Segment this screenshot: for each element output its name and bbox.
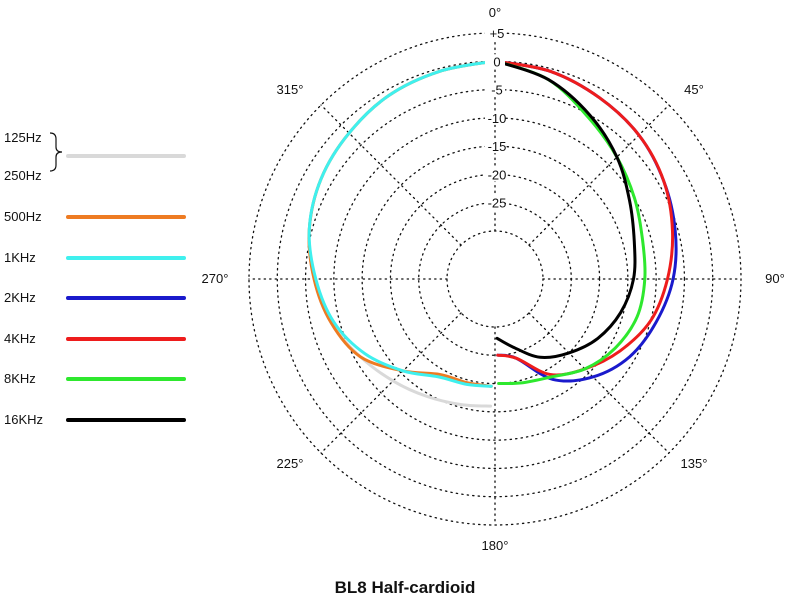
radial-label-bg [485,82,505,97]
radial-label: -5 [491,83,503,98]
radial-label: -10 [488,111,507,126]
angle-label: 0° [489,5,501,20]
legend-item-4khz: 4KHz [0,329,200,349]
chart-title: BL8 Half-cardioid [334,578,476,597]
radial-label-bg [485,195,505,210]
legend-line [66,256,186,260]
radial-label: -15 [488,139,507,154]
angle-label: 225° [277,456,304,471]
angle-label: 90° [765,271,785,286]
legend-label-125hz: 125Hz [4,130,42,145]
legend: 125Hz 250Hz 500Hz 1KHz 2KHz 4KHz 8KHz 16… [0,120,200,440]
radial-label: -20 [488,167,507,182]
grid-spoke [320,312,462,454]
series-16khz [495,59,637,360]
legend-line [66,296,186,300]
angle-labels: 0° 45° 90° 135° 180° 225° 270° 315° [202,5,785,553]
radial-label: 0 [493,54,500,69]
legend-item-8khz: 8KHz [0,369,200,389]
radial-label: -25 [488,196,507,211]
legend-label: 8KHz [4,371,36,386]
radial-label-bg [485,110,505,125]
legend-item-1khz: 1KHz [0,248,200,268]
legend-line [66,377,186,381]
radial-label-bg [485,139,505,154]
series-500hz [307,59,495,388]
legend-label: 16KHz [4,412,44,427]
radial-label-bg [485,26,505,40]
series-1khz [307,59,495,388]
polar-plot: 0° 45° 90° 135° 180° 225° 270° 315° +5 0 -5 -10 -15… [202,5,785,553]
legend-line [66,215,186,219]
legend-label-250hz: 250Hz [4,168,42,183]
grid-ring [276,60,714,498]
radial-label-bg [485,167,505,182]
brace-icon [49,132,63,172]
legend-label: 1KHz [4,250,36,265]
polar-grid [248,32,742,526]
radial-label: +5 [490,26,505,41]
series-8khz [495,59,647,385]
angle-label: 135° [681,456,708,471]
legend-label: 4KHz [4,331,36,346]
grid-spoke [528,104,670,246]
grid-ring [361,145,629,413]
series-4khz [495,59,675,377]
legend-label: 500Hz [4,209,42,224]
angle-label: 270° [202,271,229,286]
series-curves [307,59,678,408]
radial-label-bg [485,54,505,69]
legend-item-500hz: 500Hz [0,207,200,227]
angle-label: 180° [482,538,509,553]
legend-item-2khz: 2KHz [0,288,200,308]
legend-line [66,337,186,341]
radial-labels: +5 0 -5 -10 -15 -20 -25 [485,26,506,211]
legend-label: 2KHz [4,290,36,305]
grid-spoke [320,104,462,246]
legend-line [66,418,186,422]
angle-label: 45° [684,82,704,97]
angle-label: 315° [277,82,304,97]
legend-line-125hz-250hz [66,154,186,158]
legend-item-16khz: 16KHz [0,410,200,430]
grid-spoke [528,312,670,454]
